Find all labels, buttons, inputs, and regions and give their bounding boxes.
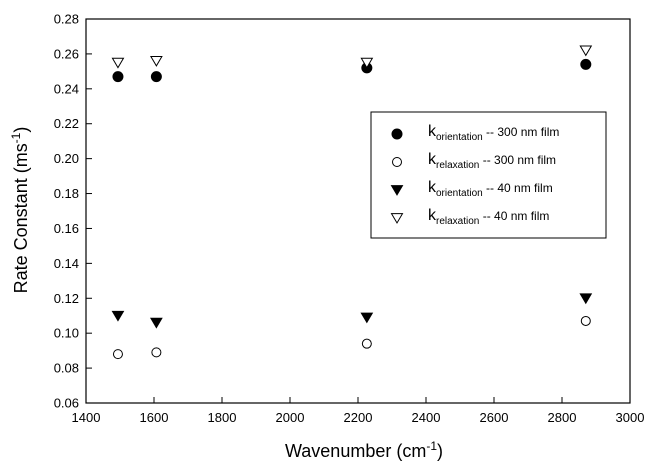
y-tick-label: 0.08 — [54, 361, 79, 376]
legend-marker-k_rel_300 — [392, 157, 402, 167]
x-tick-label: 2200 — [344, 410, 373, 425]
data-point-k_rel_300 — [151, 347, 162, 358]
y-tick-label: 0.24 — [54, 81, 79, 96]
x-tick-label: 2400 — [412, 410, 441, 425]
legend-label-k_rel_40: krelaxation -- 40 nm film — [428, 207, 549, 227]
data-point-k_or_40 — [579, 293, 593, 305]
legend-marker-k_rel_40 — [390, 213, 404, 224]
legend-label-k_or_40: korientation -- 40 nm film — [428, 179, 553, 199]
y-tick-label: 0.16 — [54, 221, 79, 236]
y-tick-label: 0.28 — [54, 12, 79, 27]
y-tick-label: 0.20 — [54, 151, 79, 166]
legend-label-k_or_300: korientation -- 300 nm film — [428, 123, 559, 143]
y-tick-label: 0.06 — [54, 396, 79, 411]
y-tick-label: 0.14 — [54, 256, 79, 271]
data-point-k_rel_40 — [579, 45, 593, 57]
data-point-k_rel_300 — [580, 315, 591, 326]
data-point-k_or_300 — [150, 71, 162, 83]
x-tick-label: 1800 — [208, 410, 237, 425]
y-tick-label: 0.10 — [54, 326, 79, 341]
data-point-k_rel_40 — [360, 57, 374, 69]
data-point-k_rel_40 — [150, 55, 163, 67]
legend-marker-k_or_300 — [391, 128, 403, 140]
x-axis-title: Wavenumber (cm-1) — [285, 439, 443, 461]
y-tick-label: 0.12 — [54, 291, 79, 306]
legend-box — [370, 111, 607, 239]
x-tick-label: 2000 — [276, 410, 305, 425]
x-tick-label: 1600 — [140, 410, 169, 425]
data-point-k_rel_300 — [361, 338, 372, 349]
x-tick-label: 2600 — [480, 410, 509, 425]
data-point-k_or_40 — [111, 310, 125, 322]
data-point-k_rel_300 — [112, 349, 123, 360]
data-point-k_or_300 — [580, 58, 592, 70]
data-point-k_or_40 — [150, 317, 163, 329]
legend-marker-k_or_40 — [390, 185, 404, 196]
x-tick-label: 2800 — [548, 410, 577, 425]
x-tick-label: 1400 — [72, 410, 101, 425]
data-point-k_or_40 — [360, 312, 374, 324]
x-tick-label: 3000 — [616, 410, 645, 425]
y-tick-label: 0.22 — [54, 116, 79, 131]
y-axis-title: Rate Constant (ms-1) — [9, 127, 31, 294]
legend-label-k_rel_300: krelaxation -- 300 nm film — [428, 151, 556, 171]
y-tick-label: 0.26 — [54, 46, 79, 61]
y-tick-label: 0.18 — [54, 186, 79, 201]
data-point-k_rel_40 — [111, 57, 125, 69]
data-point-k_or_300 — [112, 71, 124, 83]
